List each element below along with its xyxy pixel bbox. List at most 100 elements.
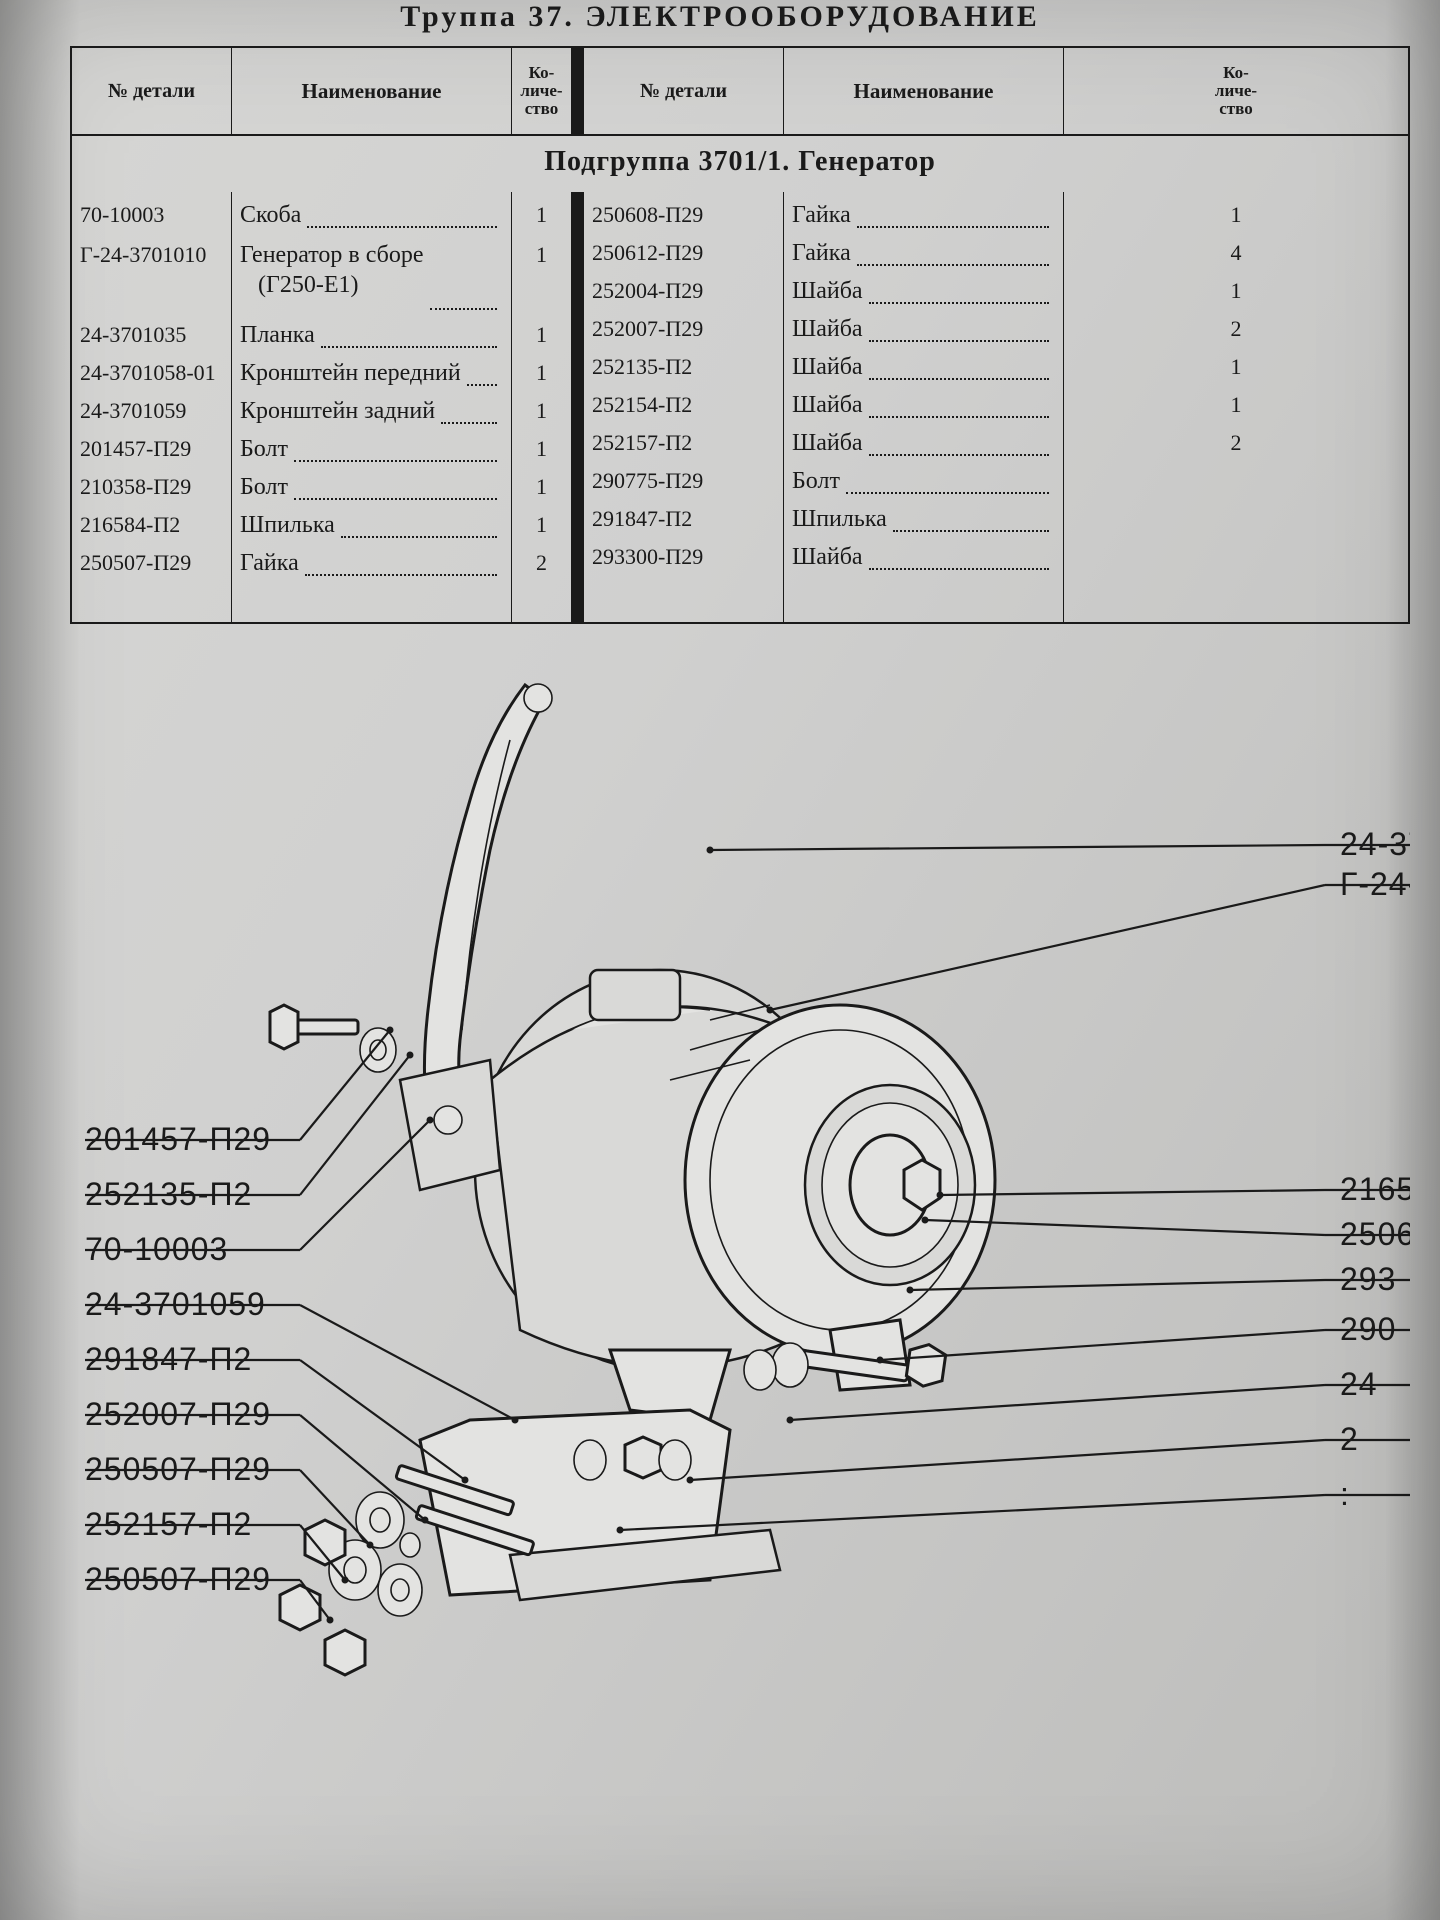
- leader-line: [790, 1385, 1325, 1420]
- col-part-no-left: 70-10003Г-24-370101024-370103524-3701058…: [72, 192, 232, 622]
- th-part-no-right: № детали: [584, 48, 784, 134]
- num-cell: 252157-П2: [592, 424, 775, 462]
- name-cell: Гайка: [792, 196, 1055, 234]
- leader-dot: [407, 1052, 414, 1059]
- name-cell: Болт: [792, 462, 1055, 500]
- name-cell: Шайба: [792, 272, 1055, 310]
- qty-cell: 1: [520, 468, 563, 506]
- name-cell: Болт: [240, 430, 503, 468]
- th-separator: [572, 48, 584, 134]
- qty-cell: 1: [520, 234, 563, 316]
- name-cell: Болт: [240, 468, 503, 506]
- leader-dot: [907, 1287, 914, 1294]
- col-qty-left: 111111112: [512, 192, 572, 622]
- col-separator: [572, 192, 584, 622]
- num-cell: 216584-П2: [80, 506, 223, 544]
- qty-cell: [1072, 500, 1400, 538]
- th-name-left: Наименование: [232, 48, 512, 134]
- mid-hardware: [574, 1437, 691, 1480]
- th-qty-r-line3: ство: [1215, 100, 1257, 118]
- name-cell: Планка: [240, 316, 503, 354]
- name-cell: Шайба: [792, 348, 1055, 386]
- leader-line: [910, 1280, 1325, 1290]
- leader-line: [880, 1330, 1325, 1360]
- qty-cell: 1: [520, 430, 563, 468]
- subgroup-title: Подгруппа 3701/1. Генератор: [72, 136, 1408, 192]
- qty-cell: 1: [520, 506, 563, 544]
- num-cell: 252004-П29: [592, 272, 775, 310]
- name-cell: Кронштейн задний: [240, 392, 503, 430]
- num-cell: 250612-П29: [592, 234, 775, 272]
- qty-cell: 1: [1072, 272, 1400, 310]
- qty-cell: 1: [520, 196, 563, 234]
- num-cell: 210358-П29: [80, 468, 223, 506]
- name-cell: Генератор в сборе (Г250-Е1): [240, 234, 503, 316]
- qty-cell: 1: [520, 316, 563, 354]
- exploded-diagram: 201457-П29252135-П270-1000324-3701059291…: [70, 650, 1410, 1850]
- num-cell: Г-24-3701010: [80, 234, 223, 316]
- num-cell: 70-10003: [80, 196, 223, 234]
- leader-dot: [342, 1577, 349, 1584]
- qty-cell: [1072, 538, 1400, 576]
- leader-line: [300, 1055, 410, 1195]
- diagram-svg: 201457-П29252135-П270-1000324-3701059291…: [70, 650, 1410, 1850]
- qty-cell: 1: [1072, 386, 1400, 424]
- num-cell: 293300-П29: [592, 538, 775, 576]
- num-cell: 250507-П29: [80, 544, 223, 582]
- name-cell: Кронштейн передний: [240, 354, 503, 392]
- table-body: 70-10003Г-24-370101024-370103524-3701058…: [72, 192, 1408, 622]
- front-bracket: [400, 1060, 500, 1190]
- leader-dot: [707, 847, 714, 854]
- th-qty-line2: личе-: [520, 82, 562, 100]
- num-cell: 291847-П2: [592, 500, 775, 538]
- name-cell: Шайба: [792, 424, 1055, 462]
- leader-dot: [687, 1477, 694, 1484]
- leader-dot: [877, 1357, 884, 1364]
- leader-dot: [462, 1477, 469, 1484]
- name-cell: Шпилька: [792, 500, 1055, 538]
- qty-cell: 2: [1072, 310, 1400, 348]
- num-cell: 252007-П29: [592, 310, 775, 348]
- qty-cell: [1072, 462, 1400, 500]
- leader-dot: [937, 1192, 944, 1199]
- name-cell: Шайба: [792, 310, 1055, 348]
- leader-dot: [387, 1027, 394, 1034]
- num-cell: 24-3701058-01: [80, 354, 223, 392]
- qty-cell: 2: [520, 544, 563, 582]
- bolt-top-left: [270, 1005, 396, 1072]
- leader-line: [300, 1120, 430, 1250]
- leader-line: [620, 1495, 1325, 1530]
- leader-dot: [922, 1217, 929, 1224]
- leader-dot: [367, 1542, 374, 1549]
- leader-line: [300, 1360, 465, 1480]
- th-name-right: Наименование: [784, 48, 1064, 134]
- leader-dot: [422, 1517, 429, 1524]
- leader-line: [690, 1440, 1325, 1480]
- leader-line: [710, 845, 1325, 850]
- col-name-left: СкобаГенератор в сборе (Г250-Е1)ПланкаКр…: [232, 192, 512, 622]
- th-qty-r-line1: Ко-: [1215, 64, 1257, 82]
- leader-dot: [512, 1417, 519, 1424]
- name-cell: Скоба: [240, 196, 503, 234]
- page: Труппа 37. ЭЛЕКТРООБОРУДОВАНИЕ № детали …: [0, 0, 1440, 1920]
- num-cell: 24-3701035: [80, 316, 223, 354]
- qty-cell: 1: [520, 354, 563, 392]
- th-qty-line3: ство: [520, 100, 562, 118]
- num-cell: 252154-П2: [592, 386, 775, 424]
- col-part-no-right: 250608-П29250612-П29252004-П29252007-П29…: [584, 192, 784, 622]
- col-qty-right: 1412112: [1064, 192, 1408, 622]
- qty-cell: 1: [1072, 196, 1400, 234]
- qty-cell: 1: [1072, 348, 1400, 386]
- num-cell: 252135-П2: [592, 348, 775, 386]
- leader-dot: [617, 1527, 624, 1534]
- th-part-no-left: № детали: [72, 48, 232, 134]
- group-title: Труппа 37. ЭЛЕКТРООБОРУДОВАНИЕ: [0, 0, 1440, 34]
- name-cell: Шайба: [792, 538, 1055, 576]
- th-qty-left: Ко- личе- ство: [512, 48, 572, 134]
- th-qty-r-line2: личе-: [1215, 82, 1257, 100]
- leader-dot: [787, 1417, 794, 1424]
- name-cell: Шпилька: [240, 506, 503, 544]
- col-name-right: ГайкаГайкаШайбаШайбаШайбаШайбаШайбаБолтШ…: [784, 192, 1064, 622]
- name-cell: Гайка: [792, 234, 1055, 272]
- th-qty-right: Ко- личе- ство: [1064, 48, 1408, 134]
